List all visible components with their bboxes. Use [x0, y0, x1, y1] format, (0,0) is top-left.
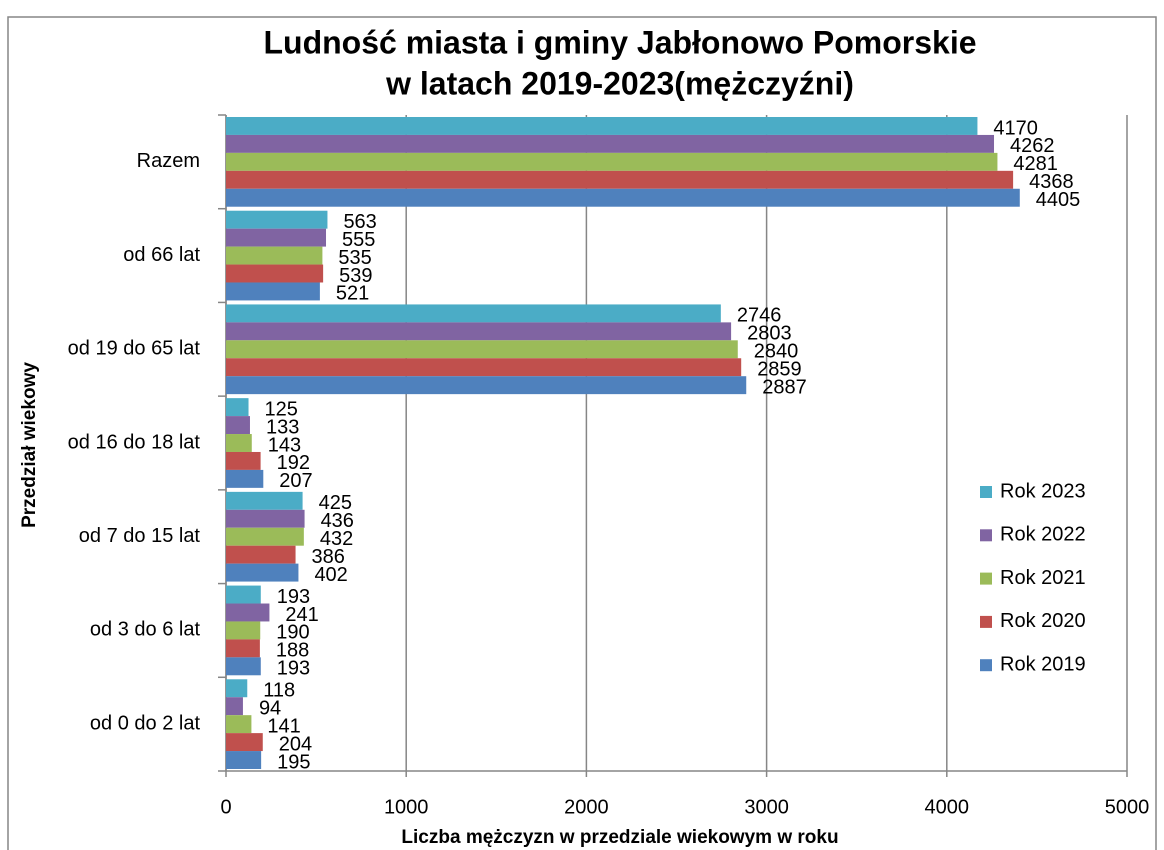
bar [226, 657, 261, 676]
bar [226, 715, 252, 734]
data-label: 207 [279, 470, 312, 492]
data-label: 436 [321, 510, 354, 532]
data-label: 425 [319, 492, 352, 514]
bar [226, 152, 998, 171]
data-label: 4170 [993, 117, 1038, 139]
data-label: 141 [267, 715, 300, 737]
legend-swatch [980, 572, 992, 585]
y-axis-title: Przedział wiekowy [19, 362, 40, 528]
data-label: 539 [339, 265, 372, 287]
data-label: 2887 [762, 376, 807, 398]
data-label: 2859 [757, 359, 802, 381]
bar [226, 509, 305, 528]
legend-label: Rok 2020 [1000, 610, 1086, 632]
bar [226, 621, 261, 640]
legend-label: Rok 2022 [1000, 524, 1086, 546]
data-label: 193 [277, 658, 310, 680]
bar [226, 170, 1014, 189]
bar [226, 117, 978, 135]
legend-label: Rok 2019 [1000, 653, 1086, 675]
data-label: 2840 [754, 341, 799, 363]
chart-title: w latach 2019-2023(mężczyźni) [385, 65, 854, 101]
legend-swatch [980, 529, 992, 542]
data-label: 190 [276, 622, 309, 644]
legend-swatch [980, 615, 992, 628]
data-label: 2803 [747, 323, 792, 345]
bar [226, 469, 264, 488]
bar [226, 451, 261, 470]
data-label: 4262 [1010, 135, 1055, 157]
bar [226, 210, 328, 229]
data-label: 432 [320, 528, 353, 550]
x-tick-label: 2000 [564, 796, 609, 818]
bar [226, 376, 747, 395]
x-tick-label: 3000 [744, 796, 789, 818]
y-tick-label: od 19 do 65 lat [68, 338, 201, 360]
legend-swatch [980, 486, 992, 498]
data-label: 125 [265, 398, 298, 420]
bar [226, 228, 327, 247]
data-label: 555 [342, 229, 375, 251]
chart-title: Ludność miasta i gminy Jabłonowo Pomorsk… [263, 24, 976, 60]
data-label: 133 [266, 416, 299, 438]
data-label: 563 [343, 211, 376, 233]
data-label: 4405 [1036, 189, 1081, 211]
y-tick-label: od 0 do 2 lat [90, 712, 201, 734]
data-label: 143 [268, 434, 301, 456]
bar [226, 264, 324, 283]
data-label: 4281 [1013, 153, 1058, 175]
bar [226, 434, 252, 452]
x-tick-label: 5000 [1105, 796, 1150, 818]
bar [226, 527, 304, 546]
bar [226, 697, 243, 716]
y-tick-label: Razem [137, 150, 200, 172]
y-tick-label: od 66 lat [123, 244, 200, 266]
bar [226, 545, 296, 564]
bar [226, 679, 248, 698]
data-label: 188 [276, 640, 309, 662]
bar [226, 188, 1020, 207]
bar [226, 304, 721, 323]
y-tick-label: od 16 do 18 lat [68, 431, 201, 453]
data-label: 204 [279, 733, 312, 755]
data-label: 402 [314, 564, 347, 586]
data-label: 2746 [737, 305, 782, 327]
bar [226, 491, 303, 510]
bar [226, 246, 323, 265]
legend-label: Rok 2023 [1000, 480, 1086, 502]
bar [226, 322, 732, 341]
bar [226, 282, 320, 301]
legend-label: Rok 2021 [1000, 567, 1086, 589]
data-label: 193 [277, 586, 310, 608]
bar [226, 603, 270, 622]
data-label: 535 [338, 247, 371, 269]
legend-swatch [980, 659, 992, 672]
data-label: 94 [259, 697, 281, 719]
y-tick-label: od 3 do 6 lat [90, 619, 201, 641]
bar [226, 340, 738, 359]
bar [226, 358, 742, 377]
data-label: 386 [312, 546, 345, 568]
x-tick-label: 1000 [384, 796, 429, 818]
bar [226, 563, 299, 582]
x-tick-label: 0 [220, 796, 231, 818]
data-label: 195 [277, 751, 310, 773]
bar [226, 134, 995, 153]
data-label: 118 [263, 680, 295, 702]
data-label: 192 [277, 452, 310, 474]
data-label: 241 [285, 604, 318, 626]
y-tick-label: od 7 do 15 lat [79, 525, 201, 547]
bar [226, 585, 261, 604]
bar [226, 398, 249, 417]
bar [226, 639, 260, 658]
bar [226, 733, 263, 752]
data-label: 4368 [1029, 171, 1074, 193]
x-axis-title: Liczba mężczyzn w przedziale wiekowym w … [401, 827, 838, 848]
data-label: 521 [336, 283, 369, 305]
bar [226, 416, 250, 435]
x-tick-label: 4000 [925, 796, 970, 818]
bar [226, 751, 262, 769]
